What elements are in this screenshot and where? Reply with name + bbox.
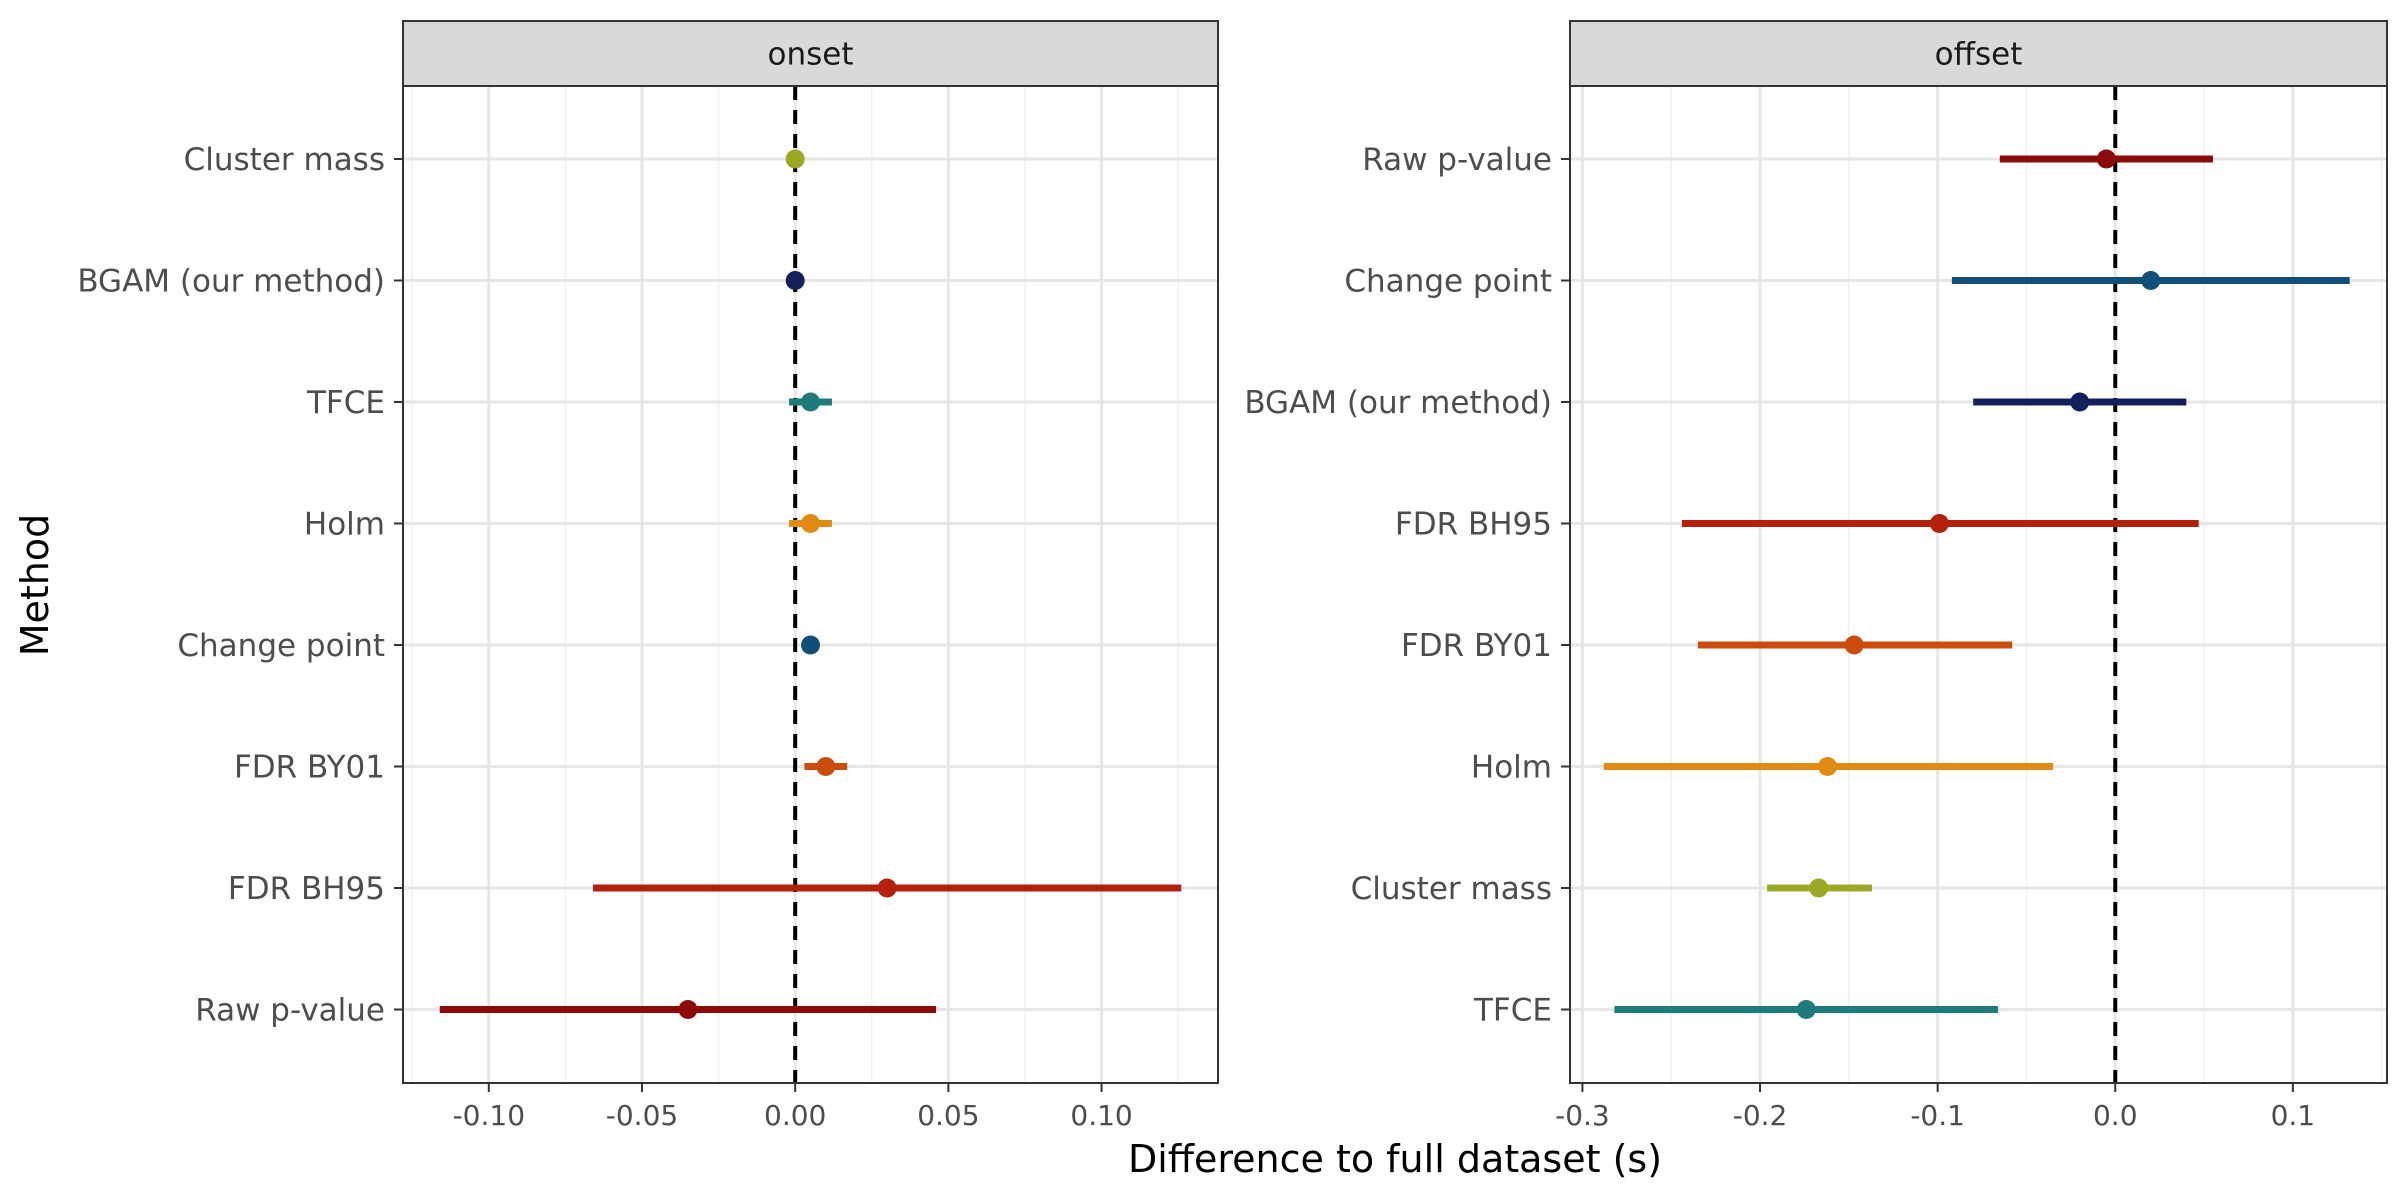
offset-point-tfce [1796,1000,1816,1019]
onset-y-tick-label: BGAM (our method) [77,264,385,300]
onset-panel-background [403,86,1218,1083]
onset-x-tick-label: 0.10 [1070,1099,1132,1132]
onset-y-tick-label: Holm [304,507,385,543]
offset-y-tick-label: TFCE [1473,993,1552,1029]
offset-y-tick-label: FDR BY01 [1401,628,1552,664]
onset-x-tick-label: -0.10 [453,1099,525,1132]
offset-point-holm [1818,757,1838,776]
onset-x-tick-label: 0.00 [764,1099,826,1132]
onset-point-bgam-our-method [785,271,805,290]
offset-x-tick-label: -0.3 [1555,1099,1610,1132]
offset-point-raw-p-value [2096,149,2116,169]
offset-y-tick-label: Holm [1471,750,1552,786]
onset-point-tfce [801,392,820,412]
offset-y-tick-label: BGAM (our method) [1244,385,1552,421]
onset-strip [402,20,1219,87]
onset-point-change-point [801,635,820,655]
onset-x-tick-label: 0.05 [917,1099,979,1132]
offset-strip-label: offset [1935,37,2023,73]
offset-y-tick-label: Cluster mass [1351,871,1552,907]
y-axis-title: Method [13,514,57,657]
onset-x-tick-label: -0.05 [606,1099,678,1132]
onset-point-holm [801,514,820,533]
onset-point-fdr-by01 [816,757,836,776]
onset-point-fdr-bh95 [877,878,897,898]
offset-point-change-point [2141,271,2161,290]
offset-y-tick-label: Change point [1344,264,1552,300]
offset-point-cluster-mass [1809,878,1829,898]
offset-x-tick-label: 0.0 [2093,1099,2138,1132]
onset-y-tick-label: Cluster mass [184,142,385,178]
onset-strip-label: onset [768,37,854,73]
x-axis-title: Difference to full dataset (s) [1128,1137,1662,1181]
onset-y-tick-label: Change point [177,628,385,664]
onset-y-tick-label: FDR BH95 [228,871,385,907]
offset-x-tick-label: -0.2 [1733,1099,1788,1132]
offset-y-tick-label: FDR BH95 [1395,507,1552,543]
offset-point-fdr-by01 [1844,635,1864,655]
offset-x-tick-label: -0.1 [1910,1099,1965,1132]
offset-point-bgam-our-method [2070,392,2090,412]
onset-point-raw-p-value [678,1000,698,1019]
onset-y-tick-label: Raw p-value [195,993,385,1029]
offset-panel-background [1570,86,2387,1083]
offset-point-fdr-bh95 [1929,514,1949,533]
onset-y-tick-label: FDR BY01 [234,750,385,786]
offset-x-tick-label: 0.1 [2271,1099,2316,1132]
onset-point-cluster-mass [785,149,805,169]
offset-y-tick-label: Raw p-value [1362,142,1552,178]
onset-y-tick-label: TFCE [306,385,385,421]
offset-strip [1569,20,2388,87]
